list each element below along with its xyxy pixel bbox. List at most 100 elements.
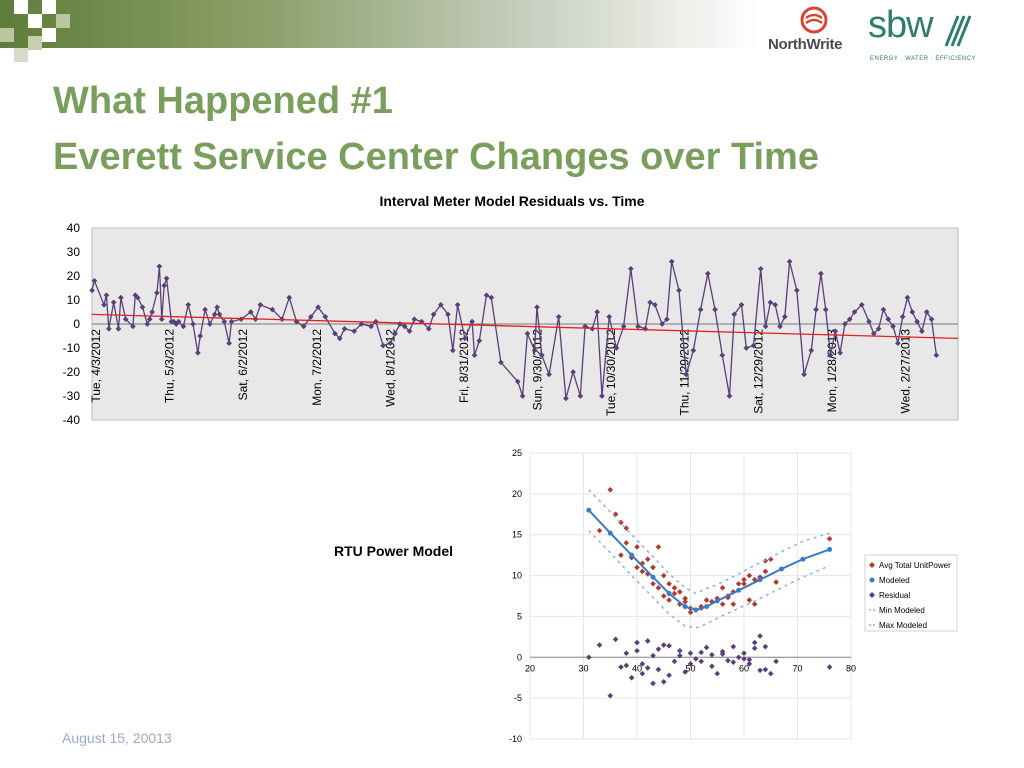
chart1-data-point [300, 323, 307, 330]
chart2-modeled-point [586, 507, 592, 513]
chart1-data-point [914, 318, 920, 325]
chart2-residual-point [596, 642, 603, 648]
chart1-data-point [476, 337, 483, 344]
chart1-x-tick-label: Sat, 12/29/2012 [751, 329, 765, 414]
chart1-data-point [594, 309, 600, 315]
chart1-data-point [772, 301, 779, 308]
chart2-residual-point [677, 652, 683, 659]
chart1-data-point [228, 318, 235, 325]
header-gradient-band [0, 0, 760, 48]
chart1-data-point [813, 306, 819, 313]
chart2-avg-total-unitpower-point [623, 540, 630, 546]
chart2-residual-point [628, 674, 635, 681]
chart2-residual-point [741, 656, 747, 662]
chart2-residual-point [698, 658, 704, 665]
chart2-residual-point [709, 652, 715, 658]
chart1-data-point [781, 313, 788, 320]
chart1-data-point [786, 258, 793, 265]
chart1-y-tick-label: -30 [63, 389, 81, 403]
chart1-x-tick-label: Sat, 6/2/2012 [236, 329, 250, 401]
chart2-avg-total-unitpower-point [703, 597, 710, 603]
chart1-data-point [351, 328, 358, 335]
chart2-residual-point [639, 661, 646, 667]
chart1-y-tick-label: 40 [67, 221, 81, 235]
chart1-data-point [858, 301, 865, 308]
chart2-avg-total-unitpower-point [719, 585, 726, 591]
chart1-data-point [380, 342, 386, 349]
chart2-modeled-line [588, 509, 830, 611]
chart2-residual-point [751, 645, 758, 652]
chart2-avg-total-unitpower-point [650, 580, 656, 587]
chart2-residual-point [682, 669, 688, 675]
chart1-data-point [647, 299, 653, 306]
chart2-residual-point [650, 652, 656, 659]
footer-date: August 15, 20013 [62, 730, 172, 746]
residuals-time-chart: Interval Meter Model Residuals vs. Time 4… [63, 193, 959, 427]
chart1-data-point [238, 316, 244, 323]
chart1-data-point [899, 313, 906, 320]
chart1-y-tick-label: -20 [63, 365, 81, 379]
chart1-y-tick-label: -10 [63, 341, 81, 355]
chart1-data-point [928, 316, 935, 323]
chart2-legend-box [864, 554, 958, 632]
chart1-data-point [599, 393, 605, 399]
chart2-residual-point [741, 650, 747, 656]
chart2-residual-point [773, 658, 779, 665]
chart1-data-point [757, 265, 764, 272]
chart1-data-point [851, 309, 858, 315]
chart2-x-tick-label: 30 [578, 663, 588, 673]
chart2-avg-total-unitpower-point [644, 571, 651, 577]
chart1-data-point [175, 318, 182, 325]
northwrite-logo: NorthWrite [768, 6, 860, 56]
chart1-data-point [308, 313, 314, 320]
chart1-data-point [471, 352, 478, 359]
chart1-data-point [483, 292, 490, 299]
chart1-data-point [387, 340, 394, 347]
chart2-avg-total-unitpower-point [682, 598, 688, 605]
chart1-data-point [885, 316, 892, 323]
chart1-data-point [524, 330, 531, 337]
chart1-data-point [846, 316, 853, 323]
chart1-data-point [620, 323, 627, 330]
chart1-data-point [373, 318, 379, 325]
chart1-data-point [822, 306, 829, 313]
chart1-data-point [827, 352, 834, 359]
chart2-avg-total-unitpower-point [751, 601, 758, 607]
chart1-data-point [895, 340, 901, 347]
slide-title-line2: Everett Service Center Changes over Time [53, 136, 819, 178]
chart1-data-point [91, 277, 98, 284]
chart1-y-tick-label: 20 [67, 269, 81, 283]
chart2-modeled-point [607, 530, 613, 536]
chart1-trend-line [91, 313, 959, 340]
chart2-avg-total-unitpower-point [719, 601, 726, 607]
chart1-data-point [406, 328, 413, 335]
chart1-data-point [909, 309, 916, 315]
chart1-data-point [676, 287, 682, 294]
chart1-data-point [197, 333, 204, 339]
chart1-x-tick-label: Mon, 1/28/2013 [825, 329, 839, 413]
chart1-data-point [750, 342, 757, 349]
chart1-data-point [738, 301, 745, 308]
chart2-avg-total-unitpower-point [741, 576, 747, 583]
chart2-legend-label-modeled: Modeled [879, 576, 910, 585]
chart1-title: Interval Meter Model Residuals vs. Time [379, 193, 644, 209]
chart1-data-point [226, 340, 232, 347]
chart2-residual-point [767, 670, 774, 677]
chart1-data-point [801, 371, 807, 378]
chart1-data-point [704, 270, 711, 277]
chart2-residual-point [623, 662, 630, 669]
chart2-modeled-point [778, 566, 784, 572]
chart2-modeled-point [827, 546, 833, 552]
chart1-data-point [519, 393, 526, 399]
chart2-residual-point [746, 656, 753, 663]
chart1-x-tick-label: Thu, 5/3/2012 [163, 329, 177, 403]
chart2-y-tick-label: 0 [517, 652, 522, 662]
chart1-data-point [149, 309, 155, 315]
chart2-residual-point [703, 644, 710, 651]
chart1-x-tick-label: Mon, 7/2/2012 [310, 329, 324, 406]
decor-square [14, 0, 28, 14]
chart2-modeled-point [800, 556, 806, 562]
chart1-data-point [221, 318, 228, 325]
chart2-modeled-point [650, 574, 656, 580]
